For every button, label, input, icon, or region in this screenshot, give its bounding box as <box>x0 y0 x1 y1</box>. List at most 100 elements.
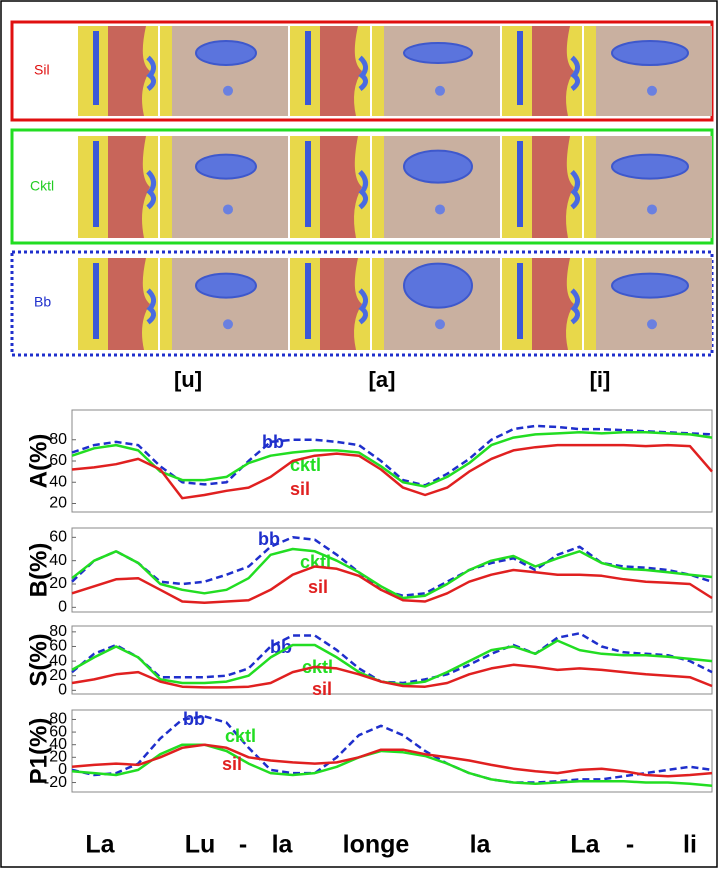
lips-front <box>403 262 473 309</box>
front-photo <box>160 26 288 116</box>
front-photo <box>584 136 712 238</box>
background <box>160 136 172 238</box>
chin-dot <box>647 204 657 215</box>
y-axis-label: A(%) <box>25 434 52 489</box>
background <box>372 258 384 350</box>
y-axis-label: P1(%) <box>25 718 52 785</box>
front-photo <box>372 26 500 116</box>
series-label: bb <box>262 432 284 452</box>
plot-frame <box>71 409 713 513</box>
lips-front <box>195 153 257 180</box>
face-profile <box>320 136 362 238</box>
series-line <box>71 547 713 600</box>
y-tick-label: 0 <box>58 682 67 699</box>
series-line <box>71 565 713 604</box>
chin-dot <box>435 319 445 330</box>
lips-front <box>611 40 689 66</box>
photos <box>78 26 712 350</box>
marker-bar <box>91 29 101 107</box>
x-label: la <box>470 831 492 859</box>
chin-dot <box>435 204 445 215</box>
background <box>160 26 172 116</box>
background <box>584 136 596 238</box>
lips-profile <box>358 288 368 325</box>
marker-bar <box>515 139 525 229</box>
y-tick-label: 20 <box>49 667 67 684</box>
y-tick-label: 0 <box>58 599 67 616</box>
marker-bar <box>91 139 101 229</box>
series-label: bb <box>183 709 205 729</box>
y-tick-label: 60 <box>49 452 67 469</box>
lips-front <box>611 153 689 180</box>
series-label: bb <box>270 637 292 657</box>
chin-dot <box>223 204 233 215</box>
y-tick-label: -20 <box>44 774 67 791</box>
series-label: sil <box>312 679 332 699</box>
x-label: li <box>683 831 697 859</box>
face-profile <box>108 258 150 350</box>
x-label: La <box>570 831 600 859</box>
face-profile <box>532 258 574 350</box>
y-tick-label: 40 <box>49 736 67 753</box>
chin-dot <box>647 319 657 330</box>
front-photo <box>584 26 712 116</box>
x-label: Lu <box>185 831 216 859</box>
face-profile <box>532 26 574 116</box>
marker-bar <box>303 139 313 229</box>
series-label: sil <box>290 479 310 499</box>
chin-dot <box>223 85 233 96</box>
chin-dot <box>435 85 445 96</box>
y-tick-label: 20 <box>49 575 67 592</box>
lips-profile <box>570 169 580 210</box>
row-label: Bb <box>34 294 51 310</box>
lips-front <box>611 272 689 299</box>
y-tick-label: 20 <box>49 495 67 512</box>
lips-front <box>195 272 257 299</box>
row-label: Cktl <box>30 178 54 194</box>
background <box>160 258 172 350</box>
marker-bar <box>303 29 313 107</box>
lips-profile <box>146 169 156 210</box>
plot-frame <box>71 527 713 613</box>
marker-bar <box>91 261 101 341</box>
series-label: cktl <box>225 726 256 746</box>
lips-front <box>195 40 257 66</box>
y-axis-label: S(%) <box>25 633 52 686</box>
y-tick-label: 40 <box>49 552 67 569</box>
y-axis-label: B(%) <box>25 543 52 598</box>
lips-profile <box>358 169 368 210</box>
x-label: - <box>626 831 634 859</box>
y-tick-label: 60 <box>49 723 67 740</box>
row-label: Sil <box>34 62 50 78</box>
chin-dot <box>223 319 233 330</box>
series-label: sil <box>222 754 242 774</box>
face-profile <box>108 136 150 238</box>
background <box>584 258 596 350</box>
y-tick-label: 80 <box>49 623 67 640</box>
background <box>372 136 384 238</box>
lips-front <box>403 149 473 184</box>
face-profile <box>532 136 574 238</box>
front-photo <box>584 258 712 350</box>
x-label: La <box>85 831 115 859</box>
series-line <box>71 431 713 488</box>
series-line <box>71 663 713 689</box>
series-line <box>71 715 713 784</box>
face-profile <box>108 26 150 116</box>
lips-profile <box>570 55 580 92</box>
face-profile <box>320 258 362 350</box>
column-label: [a] <box>369 367 396 392</box>
x-label: la <box>272 831 294 859</box>
y-tick-label: 80 <box>49 711 67 728</box>
y-tick-label: 80 <box>49 431 67 448</box>
lips-profile <box>570 288 580 325</box>
column-label: [i] <box>590 367 611 392</box>
y-tick-label: 0 <box>58 761 67 778</box>
marker-bar <box>515 29 525 107</box>
face-profile <box>320 26 362 116</box>
front-photo <box>160 136 288 238</box>
lips-profile <box>146 55 156 92</box>
lips-front <box>403 42 473 64</box>
